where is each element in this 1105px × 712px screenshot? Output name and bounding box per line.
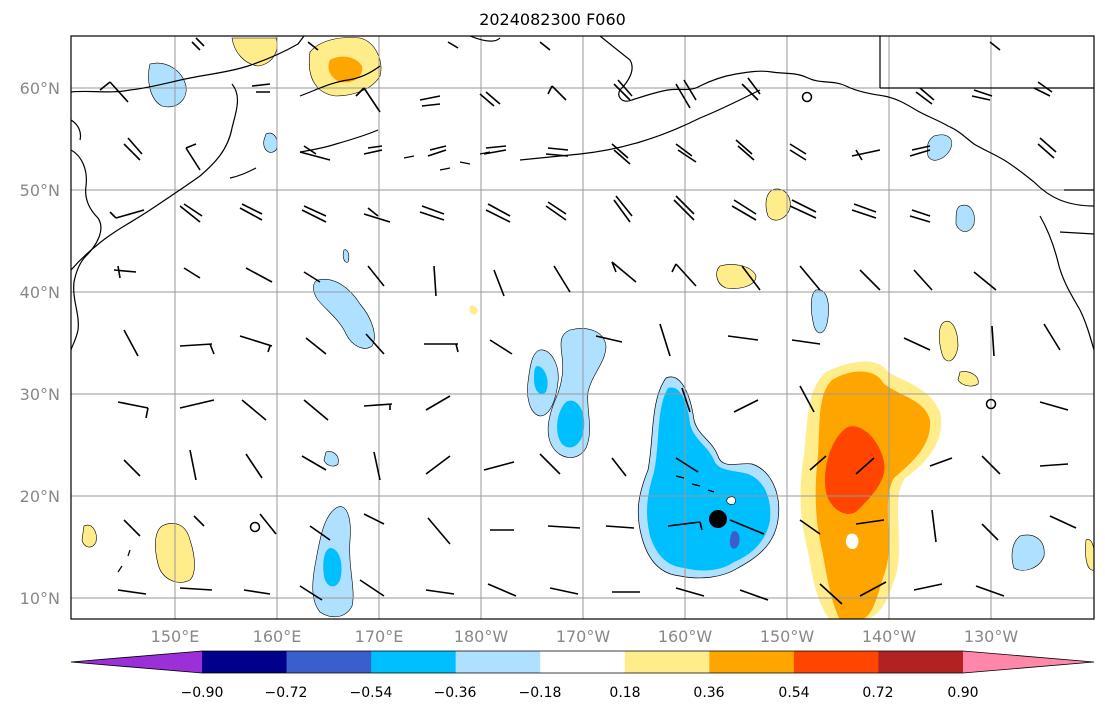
colorbar-extension-low (71, 651, 202, 673)
colorbar-segment (540, 651, 626, 673)
colorbar-tick-label: 0.18 (609, 685, 640, 701)
lon-label: 150°E (151, 627, 200, 646)
lat-label: 20°N (20, 487, 60, 506)
colorbar-extension-high (963, 651, 1094, 673)
colorbar-segment (286, 651, 372, 673)
lat-label: 30°N (20, 385, 60, 404)
open-circle-marker (249, 521, 261, 533)
lat-label: 10°N (20, 589, 60, 608)
longitude-labels: 150°E 160°E 170°E 180°W 170°W 160°W 150°… (151, 627, 1019, 646)
markers (249, 91, 997, 533)
colorbar-tick-label: 0.90 (947, 685, 978, 701)
colorbar (70, 650, 1095, 674)
colorbar-segment (878, 651, 964, 673)
lon-label: 180°W (454, 627, 509, 646)
lon-label: 170°W (556, 627, 611, 646)
colorbar-tick-label: 0.54 (778, 685, 809, 701)
colorbar-segment (624, 651, 710, 673)
colorbar-tick-label: −0.90 (181, 685, 224, 701)
colorbar-tick-label: −0.72 (265, 685, 308, 701)
colorbar-tick-label: −0.36 (434, 685, 477, 701)
open-circle-marker (985, 398, 997, 410)
wind-barbs (99, 37, 1077, 605)
open-circle-marker (801, 91, 813, 103)
lon-label: 170°E (355, 627, 404, 646)
lat-label: 60°N (20, 79, 60, 98)
colorbar-outline (70, 650, 1095, 674)
colorbar-ticks: −0.90 −0.72 −0.54 −0.36 −0.18 0.18 0.36 … (181, 685, 979, 701)
colorbar-tick-label: −0.54 (350, 685, 393, 701)
lon-label: 160°W (658, 627, 713, 646)
lon-label: 130°W (964, 627, 1019, 646)
storm-center-marker (709, 510, 727, 528)
colorbar-segment (202, 651, 288, 673)
colorbar-tick-label: 0.36 (693, 685, 724, 701)
colorbar-tick-label: 0.72 (862, 685, 893, 701)
plot-frame (70, 35, 1095, 620)
latitude-labels: 60°N 50°N 40°N 30°N 20°N 10°N (20, 79, 60, 608)
lon-label: 150°W (760, 627, 815, 646)
lon-label: 140°W (862, 627, 917, 646)
colorbar-segment (371, 651, 457, 673)
lon-label: 160°E (253, 627, 302, 646)
colorbar-segment (455, 651, 541, 673)
coastlines (71, 36, 1094, 573)
graticule (71, 36, 1094, 619)
colorbar-segment (709, 651, 795, 673)
map-title: 2024082300 F060 (479, 10, 626, 29)
lat-label: 50°N (20, 181, 60, 200)
colorbar-tick-label: −0.18 (519, 685, 562, 701)
colorbar-segment (793, 651, 879, 673)
lat-label: 40°N (20, 283, 60, 302)
